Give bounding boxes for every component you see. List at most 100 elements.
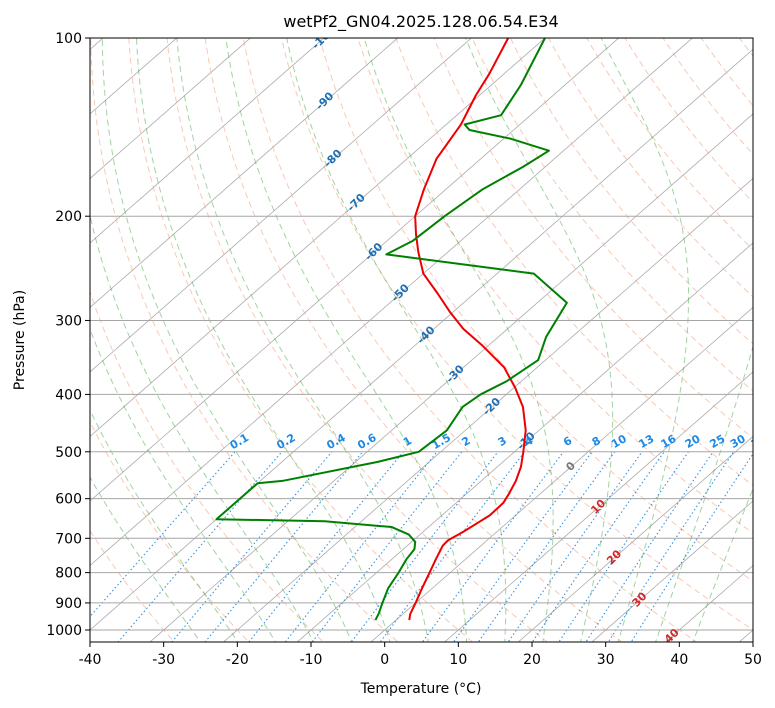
- moist-adiabat-line: [286, 38, 507, 642]
- isotherm-line: [90, 38, 325, 244]
- mixing-ratio-label: 6: [561, 434, 574, 449]
- isotherm-line: [665, 564, 753, 642]
- mixing-ratio-label: 16: [659, 432, 679, 451]
- dry-adiabat-line: [471, 38, 753, 392]
- dewpoint-profile-line: [215, 38, 568, 621]
- isotherm-line: [738, 629, 753, 642]
- moist-adiabat-line: [90, 409, 239, 642]
- mixing-ratio-label: 20: [683, 432, 703, 451]
- dry-adiabat-line: [90, 529, 175, 642]
- y-tick-label: 500: [55, 445, 82, 461]
- mixing-ratio-label: 30: [728, 432, 748, 451]
- mixing-ratio-label: 0.1: [228, 431, 251, 452]
- mixing-ratio-line: [90, 451, 236, 618]
- isobar-gridlines: [90, 38, 753, 631]
- y-tick-label: 300: [55, 313, 82, 329]
- reference-lines: [90, 0, 775, 654]
- mixing-ratio-line: [171, 451, 333, 642]
- mixing-ratio-line: [477, 451, 616, 642]
- sounding-series: [215, 38, 568, 621]
- mixing-ratio-line: [284, 451, 438, 642]
- moist-adiabat-line: [363, 38, 554, 642]
- mixing-ratio-label: 13: [636, 432, 656, 451]
- mixing-ratio-label: 8: [590, 434, 603, 449]
- y-tick-label: 600: [55, 492, 82, 508]
- dry-adiabat-line: [242, 38, 698, 642]
- moist-adiabat-line: [90, 327, 277, 642]
- x-tick-label: -10: [300, 652, 323, 668]
- moist-adiabat-line: [600, 38, 690, 642]
- moist-adiabat-line: [655, 344, 753, 642]
- dry-adiabat-line: [736, 0, 775, 654]
- dry-adiabat-line: [548, 38, 753, 298]
- mixing-ratio-line: [452, 451, 593, 642]
- isotherm-line: [296, 242, 753, 642]
- mixing-ratio-label: 25: [707, 432, 727, 451]
- moist-adiabat-line: [225, 38, 468, 642]
- dry-adiabat-line: [90, 38, 399, 642]
- mixing-ratio-label: 0.2: [274, 431, 297, 452]
- moist-adiabat-line: [101, 38, 353, 642]
- dry-adiabat-line: [90, 420, 250, 642]
- dry-adiabat-line: [433, 38, 753, 439]
- x-tick-label: 20: [523, 652, 541, 668]
- mixing-ratio-line: [421, 451, 564, 642]
- isotherm-line: [149, 113, 753, 642]
- dry-adiabat-line: [738, 38, 753, 57]
- y-tick-label: 200: [55, 209, 82, 225]
- y-axis-ticks: 1000 900 800 700 600 500 400 300 200 100: [46, 31, 90, 639]
- moist-adiabat-line: [692, 487, 753, 642]
- dry-adiabat-line: [128, 38, 474, 642]
- temperature-profile-line: [408, 38, 527, 621]
- dry-adiabat-line: [90, 290, 325, 642]
- mixing-ratio-label: 0.6: [355, 431, 379, 452]
- isotherm-line: [90, 38, 178, 115]
- isotherm-line: [90, 38, 472, 373]
- x-tick-label: 30: [597, 652, 615, 668]
- isotherm-line: [90, 38, 693, 567]
- isotherm-line: [517, 435, 753, 642]
- chart-title: wetPf2_GN04.2025.128.06.54.E34: [283, 12, 558, 32]
- x-tick-label: -30: [152, 652, 175, 668]
- dry-adiabat-line: [166, 38, 549, 642]
- x-tick-label: -40: [79, 652, 102, 668]
- isotherm-line: [370, 306, 753, 642]
- moist-adiabat-line: [90, 476, 202, 642]
- y-tick-label: 100: [55, 31, 82, 47]
- moist-adiabat-line: [176, 38, 429, 642]
- moist-adiabat-line: [465, 38, 614, 642]
- isotherm-line: [591, 500, 753, 642]
- isotherm-line: [90, 48, 753, 631]
- mixing-ratio-line: [379, 451, 526, 642]
- dry-adiabat-line: [280, 38, 753, 631]
- y-tick-label: 700: [55, 531, 82, 547]
- dry-adiabat-line: [204, 38, 623, 642]
- dry-adiabat-line: [586, 38, 753, 251]
- x-tick-label: 0: [380, 652, 389, 668]
- isotherm-line: [90, 38, 251, 179]
- isotherm-line: [444, 371, 753, 642]
- y-tick-label: 800: [55, 566, 82, 582]
- isotherm-line: [90, 38, 546, 437]
- x-tick-label: 50: [744, 652, 762, 668]
- moist-adiabat-line: [90, 213, 315, 642]
- y-tick-label: 900: [55, 596, 82, 612]
- x-tick-label: 40: [670, 652, 688, 668]
- mixing-ratio-label: 3: [496, 434, 509, 449]
- dry-adiabat-line: [395, 38, 753, 487]
- plot-frame: [89, 37, 754, 643]
- x-axis-ticks: -40 -30 -20 -10 0 10 20 30 40 50: [79, 642, 762, 668]
- dry-adiabat-line: [357, 38, 753, 534]
- mixing-ratio-label: 2: [460, 434, 473, 449]
- x-tick-label: -20: [226, 652, 249, 668]
- dry-adiabat-line: [319, 38, 753, 582]
- isotherm-line: [90, 38, 399, 308]
- x-tick-label: 10: [449, 652, 467, 668]
- y-tick-label: 400: [55, 387, 82, 403]
- isotherm-line: [223, 177, 753, 642]
- dry-adiabat-line: [700, 38, 753, 107]
- y-tick-label: 1000: [46, 623, 82, 639]
- x-axis-label: Temperature (°C): [360, 681, 482, 697]
- y-axis-label: Pressure (hPa): [12, 290, 28, 390]
